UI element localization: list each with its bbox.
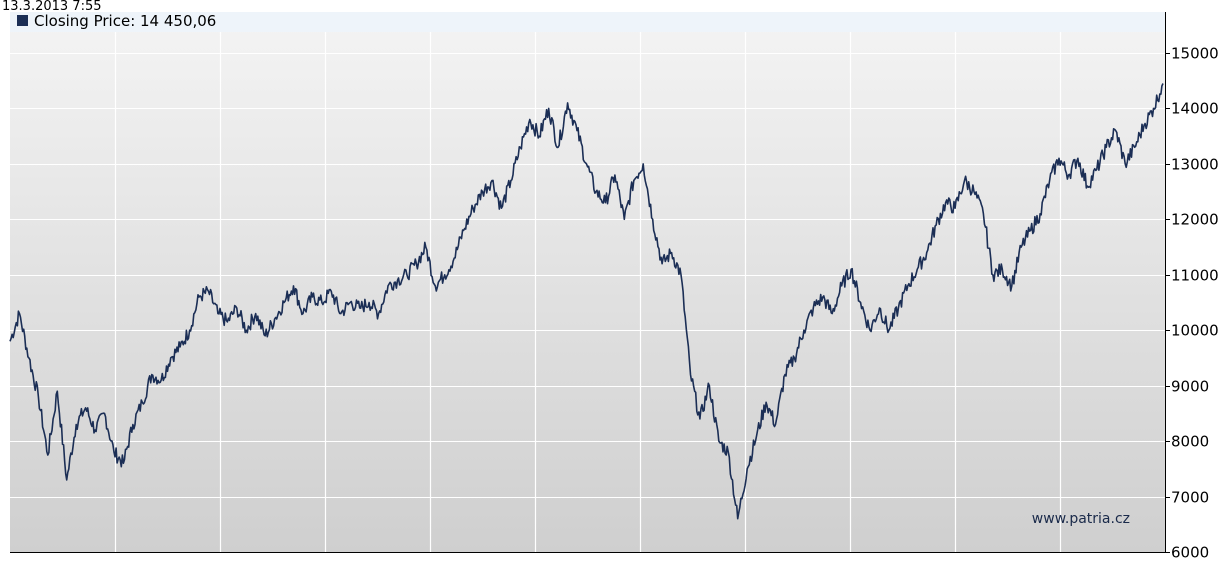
- legend-label: Closing Price: 14 450,06: [34, 12, 216, 30]
- legend-swatch: [17, 15, 28, 26]
- watermark-text: www.patria.cz: [1032, 511, 1130, 527]
- y-tick-label: 15000: [1171, 45, 1219, 63]
- y-tick-label: 9000: [1171, 378, 1209, 396]
- y-tick-label: 14000: [1171, 100, 1219, 118]
- y-axis: 6000 7000 8000 9000 10000 11000 12000 13000 1400…: [1165, 45, 1219, 562]
- grid-lines: [10, 32, 1165, 552]
- y-tick-label: 10000: [1171, 322, 1219, 340]
- y-tick-label: 8000: [1171, 433, 1209, 451]
- timestamp: 13.3.2013 7:55: [2, 0, 102, 14]
- y-tick-label: 12000: [1171, 211, 1219, 229]
- plot-background: [10, 12, 1165, 552]
- closing-price-line: [9, 83, 1164, 520]
- y-tick-label: 6000: [1171, 544, 1209, 562]
- y-tick-label: 11000: [1171, 267, 1219, 285]
- y-tick-label: 7000: [1171, 489, 1209, 507]
- legend-band: [10, 12, 1165, 32]
- y-tick-label: 13000: [1171, 156, 1219, 174]
